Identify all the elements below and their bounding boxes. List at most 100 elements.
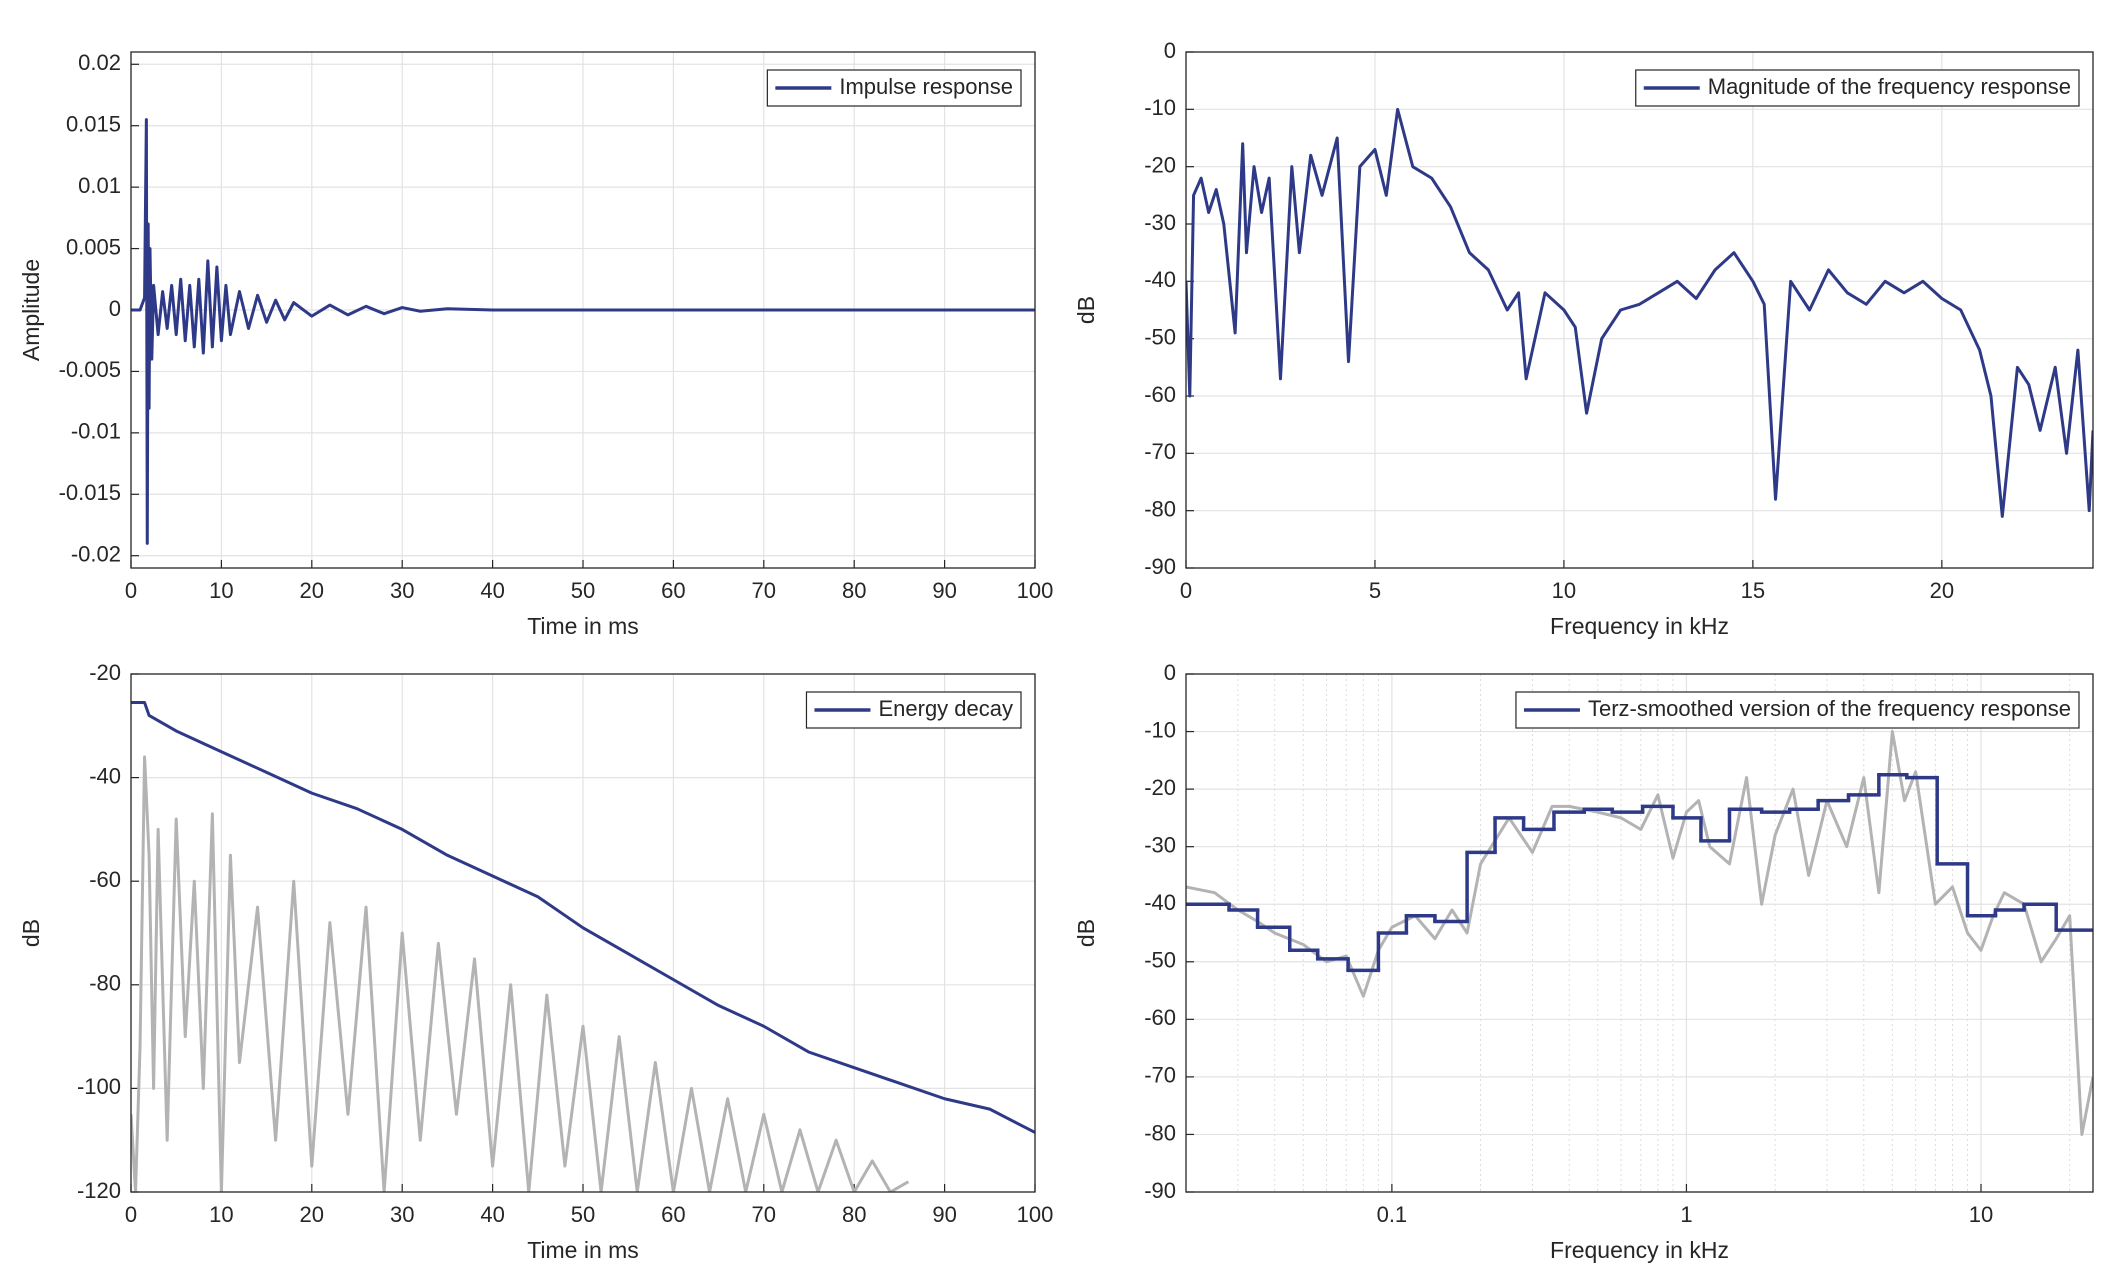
- x-tick-label: 50: [571, 578, 595, 603]
- x-tick-label: 50: [571, 1202, 595, 1227]
- x-axis-label: Time in ms: [527, 1237, 639, 1263]
- y-tick-label: -80: [1144, 496, 1176, 521]
- x-tick-label: 70: [752, 1202, 776, 1227]
- x-tick-label: 0.1: [1377, 1202, 1408, 1227]
- y-tick-label: 0: [109, 296, 121, 321]
- axes-box: [1185, 673, 2094, 1193]
- y-tick-label: -70: [1144, 439, 1176, 464]
- y-tick-label: -30: [1144, 832, 1176, 857]
- x-tick-label: 40: [480, 1202, 504, 1227]
- x-tick-label: 5: [1369, 578, 1381, 603]
- x-tick-label: 0: [125, 1202, 137, 1227]
- y-axis-label: dB: [18, 919, 44, 947]
- series-line: [1186, 730, 2093, 1136]
- legend: Magnitude of the frequency response: [1635, 69, 2080, 107]
- y-tick-label: 0.02: [78, 50, 121, 75]
- series-line: [131, 755, 910, 1192]
- plot-lines: [131, 118, 1035, 545]
- y-tick-label: -10: [1144, 717, 1176, 742]
- y-tick-label: -0.01: [71, 419, 121, 444]
- plot-lines: [1186, 730, 2093, 1136]
- legend-box: [1515, 691, 2080, 729]
- y-tick-label: -40: [1144, 890, 1176, 915]
- y-tick-label: -60: [89, 867, 121, 892]
- y-tick-label: -20: [89, 660, 121, 685]
- y-tick-label: -50: [1144, 948, 1176, 973]
- y-tick-label: 0: [1164, 38, 1176, 63]
- x-tick-label: 90: [932, 578, 956, 603]
- y-tick-label: -60: [1144, 1005, 1176, 1030]
- y-tick-label: 0.005: [66, 234, 121, 259]
- legend-label: Energy decay: [878, 696, 1013, 721]
- x-tick-label: 10: [1552, 578, 1576, 603]
- y-tick-label: -80: [89, 971, 121, 996]
- x-tick-label: 80: [842, 578, 866, 603]
- legend-label: Magnitude of the frequency response: [1708, 74, 2071, 99]
- plot-area: [1186, 674, 2093, 1192]
- x-tick-label: 0: [125, 578, 137, 603]
- y-axis-label: dB: [1073, 296, 1099, 324]
- y-axis-label: dB: [1073, 919, 1099, 947]
- y-tick-label: -70: [1144, 1063, 1176, 1088]
- chart: 0 5 10 15 20 -90 -80 -70 -60 -50 -40 -30 -20 -10 0 Freq…: [1073, 38, 2094, 639]
- x-tick-label: 100: [1017, 1202, 1054, 1227]
- y-tick-label: 0: [1164, 660, 1176, 685]
- y-tick-label: -90: [1144, 554, 1176, 579]
- legend: Terz-smoothed version of the frequency r…: [1515, 691, 2080, 729]
- plot-lines: [1186, 107, 2093, 518]
- x-tick-label: 0: [1180, 578, 1192, 603]
- x-axis-label: Frequency in kHz: [1550, 613, 1729, 639]
- x-tick-label: 10: [209, 578, 233, 603]
- x-tick-label: 10: [209, 1202, 233, 1227]
- chart: 0.1 1 10 -90 -80 -70 -60 -50 -40 -30 -20 -10 0 Freque…: [1073, 660, 2094, 1263]
- plot-lines: [131, 700, 1035, 1192]
- x-tick-label: 90: [932, 1202, 956, 1227]
- axes-box: [130, 51, 1036, 569]
- x-tick-label: 30: [390, 1202, 414, 1227]
- y-tick-label: -0.015: [59, 480, 121, 505]
- axes-box: [130, 673, 1036, 1193]
- y-tick-label: 0.01: [78, 173, 121, 198]
- y-tick-label: -50: [1144, 324, 1176, 349]
- y-tick-label: -20: [1144, 152, 1176, 177]
- legend: Energy decay: [805, 691, 1022, 729]
- x-tick-label: 80: [842, 1202, 866, 1227]
- legend-label: Terz-smoothed version of the frequency r…: [1588, 696, 2071, 721]
- series-line: [131, 700, 1035, 1134]
- y-tick-label: -20: [1144, 775, 1176, 800]
- y-tick-label: -0.02: [71, 542, 121, 567]
- y-tick-label: -0.005: [59, 357, 121, 382]
- x-tick-label: 10: [1969, 1202, 1993, 1227]
- x-tick-label: 20: [300, 578, 324, 603]
- x-tick-label: 40: [480, 578, 504, 603]
- x-tick-label: 60: [661, 1202, 685, 1227]
- y-tick-label: -80: [1144, 1120, 1176, 1145]
- x-tick-label: 70: [752, 578, 776, 603]
- x-tick-label: 15: [1741, 578, 1765, 603]
- x-axis-label: Frequency in kHz: [1550, 1237, 1729, 1263]
- y-tick-label: -100: [77, 1074, 121, 1099]
- x-axis-label: Time in ms: [527, 613, 639, 639]
- y-tick-label: -40: [89, 763, 121, 788]
- legend-box: [1635, 69, 2080, 107]
- y-axis-label: Amplitude: [18, 259, 44, 361]
- axes-box: [1185, 51, 2094, 569]
- y-tick-label: -40: [1144, 267, 1176, 292]
- y-tick-label: -10: [1144, 95, 1176, 120]
- x-tick-label: 1: [1680, 1202, 1692, 1227]
- chart: 0 10 20 30 40 50 60 70 80 90 100 -120 -100 -80 -60 -40 -…: [18, 660, 1053, 1263]
- chart: 0 10 20 30 40 50 60 70 80 90 100 -0.02 -0.015 -0.01 -0…: [18, 50, 1053, 639]
- y-tick-label: 0.015: [66, 112, 121, 137]
- series-line: [1186, 107, 2093, 518]
- legend: Impulse response: [766, 69, 1022, 107]
- x-tick-label: 100: [1017, 578, 1054, 603]
- legend-label: Impulse response: [839, 74, 1013, 99]
- x-tick-label: 30: [390, 578, 414, 603]
- x-tick-label: 20: [300, 1202, 324, 1227]
- series-line: [131, 118, 1035, 545]
- plot-area: [1186, 52, 2093, 568]
- y-tick-label: -90: [1144, 1178, 1176, 1203]
- x-tick-label: 20: [1930, 578, 1954, 603]
- x-tick-label: 60: [661, 578, 685, 603]
